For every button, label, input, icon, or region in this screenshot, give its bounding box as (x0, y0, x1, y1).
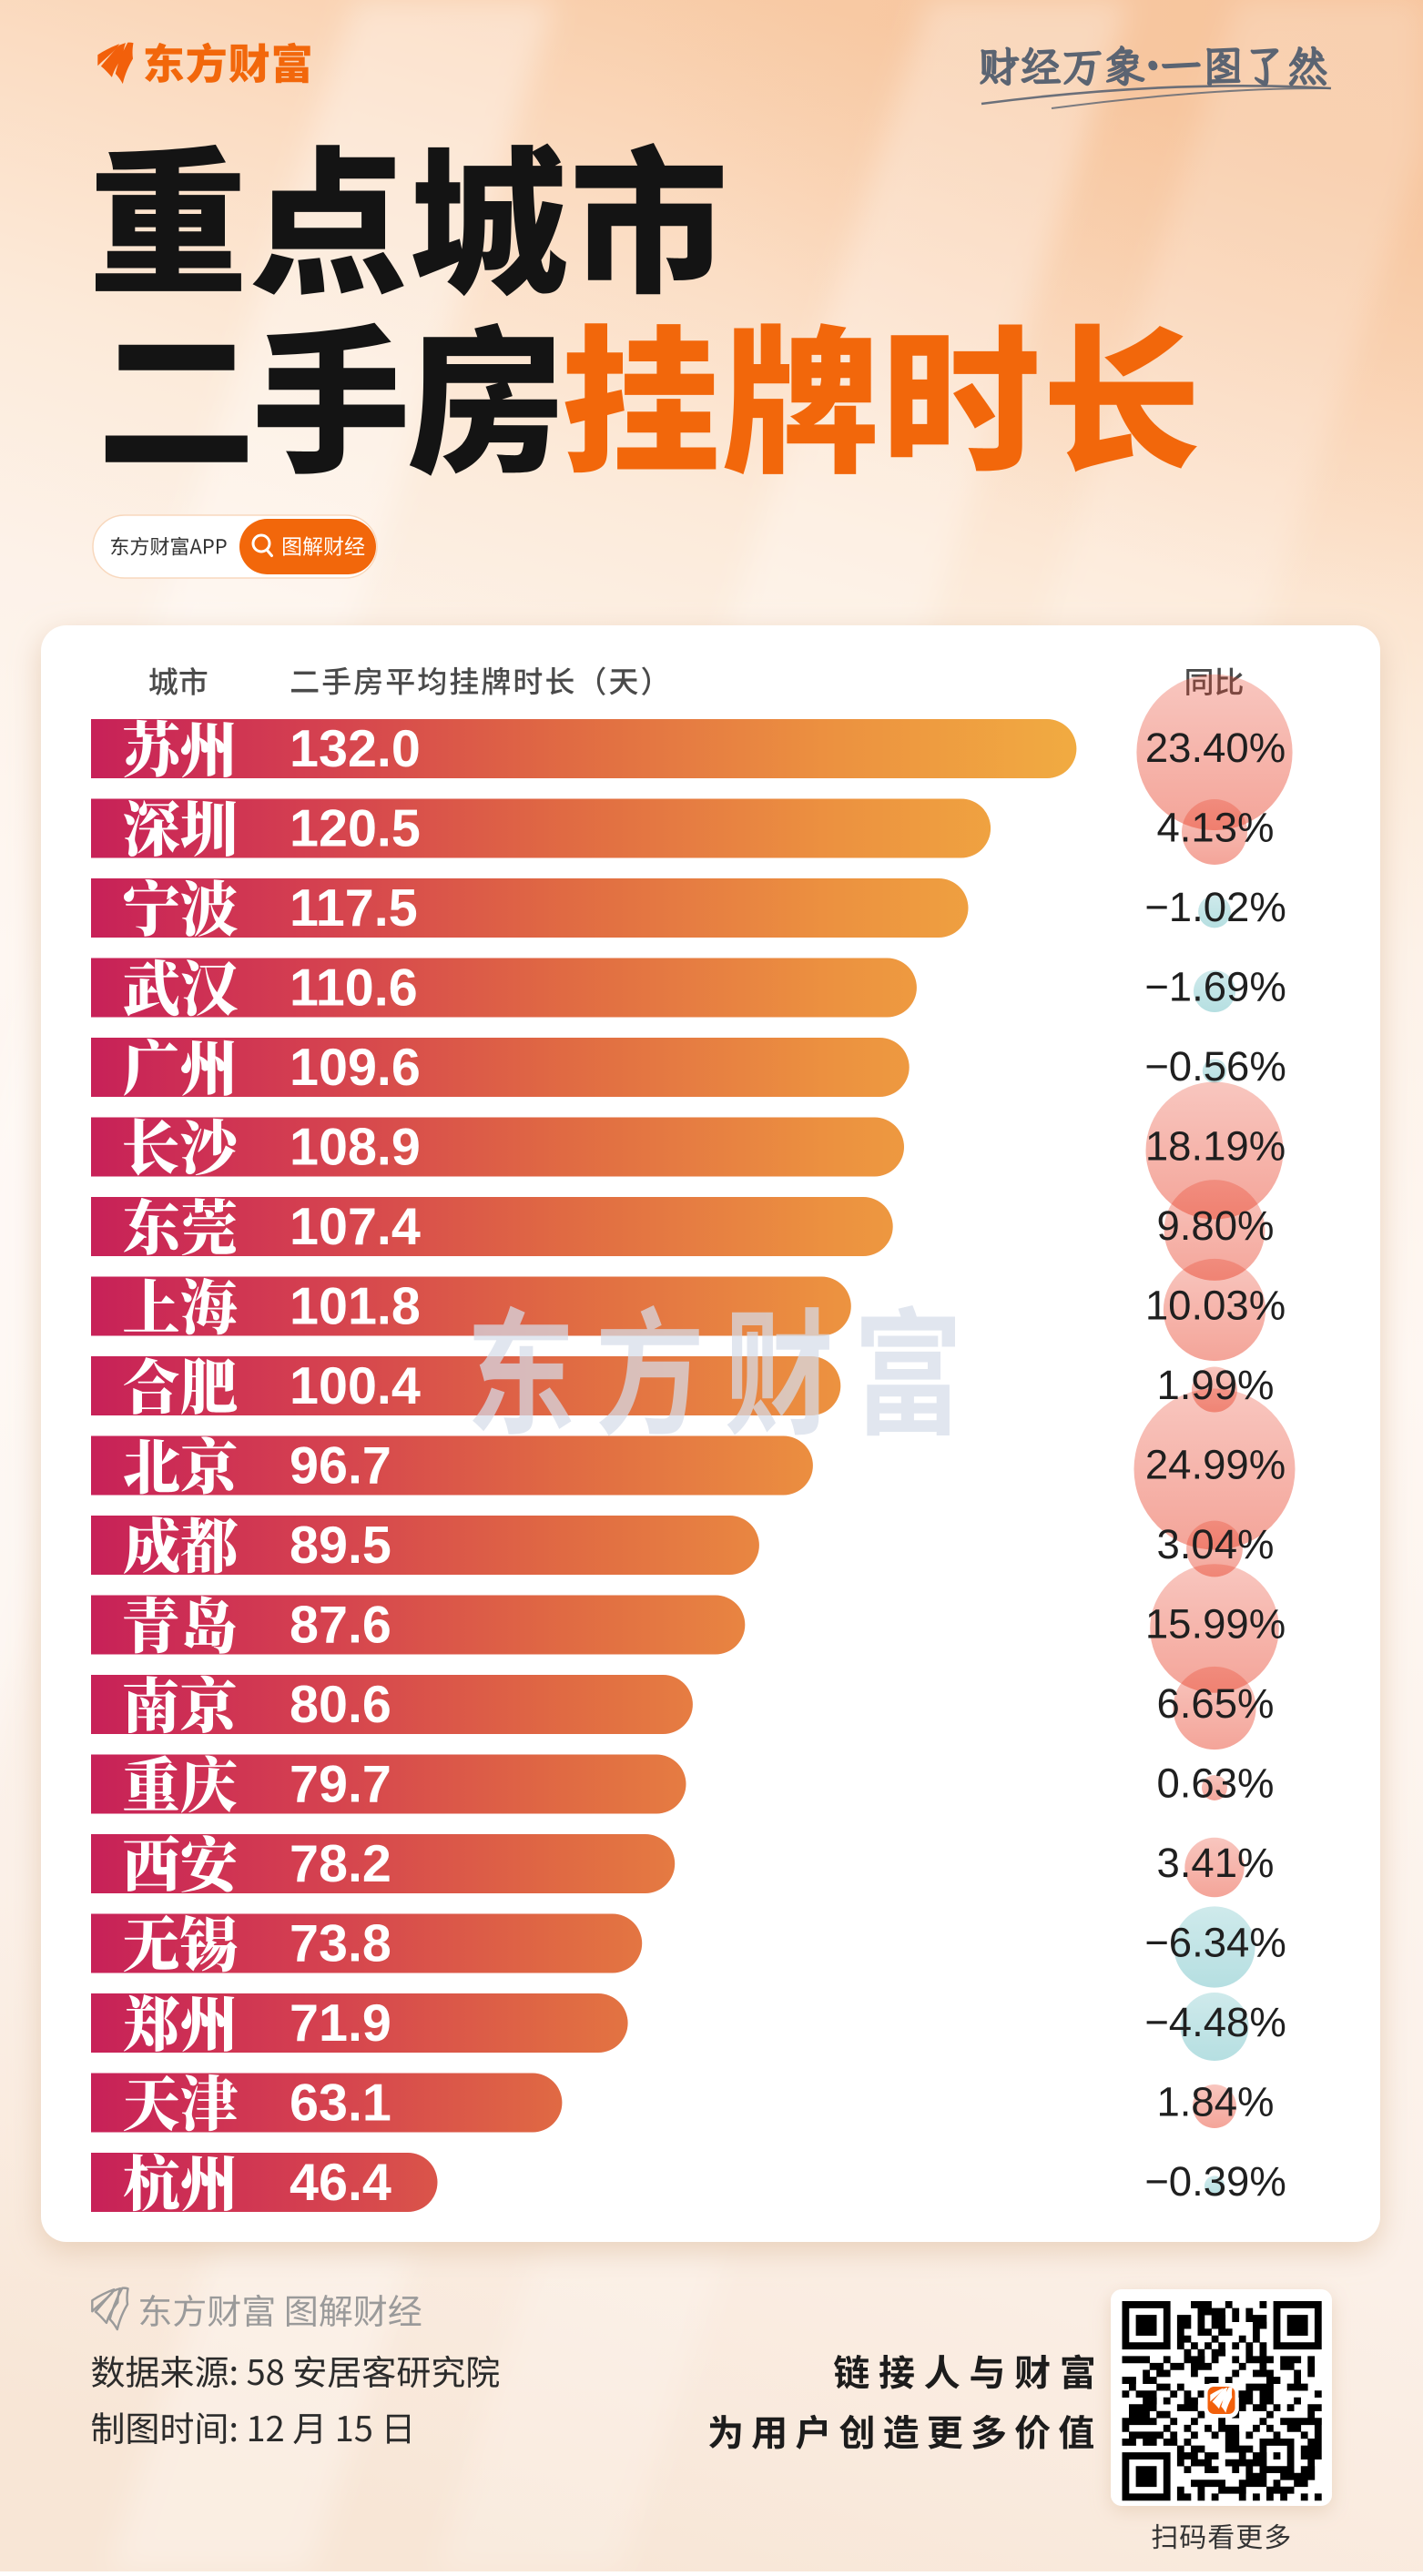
svg-text:80.6: 80.6 (290, 1676, 391, 1734)
svg-text:−4.48%: −4.48% (1144, 1999, 1286, 2045)
svg-text:24.99%: 24.99% (1145, 1442, 1286, 1488)
svg-text:−6.34%: −6.34% (1144, 1920, 1286, 1966)
svg-text:−0.39%: −0.39% (1144, 2158, 1286, 2205)
svg-text:9.80%: 9.80% (1156, 1202, 1274, 1249)
svg-text:117.5: 117.5 (290, 879, 418, 938)
svg-text:71.9: 71.9 (290, 1994, 391, 2053)
svg-text:1.99%: 1.99% (1156, 1362, 1274, 1408)
svg-text:132.0: 132.0 (290, 720, 421, 778)
svg-text:6.65%: 6.65% (1156, 1680, 1274, 1727)
svg-text:0.63%: 0.63% (1156, 1760, 1274, 1807)
svg-text:100.4: 100.4 (290, 1357, 421, 1415)
svg-text:96.7: 96.7 (290, 1437, 391, 1496)
svg-text:110.6: 110.6 (290, 959, 418, 1018)
svg-text:46.4: 46.4 (290, 2154, 391, 2212)
svg-text:78.2: 78.2 (290, 1835, 391, 1893)
svg-text:108.9: 108.9 (290, 1119, 421, 1177)
svg-text:87.6: 87.6 (290, 1597, 391, 1655)
svg-text:−0.56%: −0.56% (1144, 1043, 1286, 1090)
svg-text:−1.69%: −1.69% (1144, 964, 1286, 1010)
svg-text:107.4: 107.4 (290, 1198, 421, 1256)
svg-text:15.99%: 15.99% (1145, 1601, 1286, 1648)
svg-text:73.8: 73.8 (290, 1915, 391, 1973)
svg-text:1.84%: 1.84% (1156, 2079, 1274, 2125)
svg-text:3.04%: 3.04% (1156, 1521, 1274, 1567)
svg-text:23.40%: 23.40% (1145, 725, 1286, 771)
svg-text:18.19%: 18.19% (1145, 1123, 1286, 1170)
svg-text:−1.02%: −1.02% (1144, 884, 1286, 930)
svg-text:79.7: 79.7 (290, 1756, 391, 1814)
svg-text:4.13%: 4.13% (1156, 805, 1274, 851)
svg-text:101.8: 101.8 (290, 1278, 421, 1336)
svg-text:3.41%: 3.41% (1156, 1840, 1274, 1886)
svg-text:120.5: 120.5 (290, 800, 421, 858)
svg-text:109.6: 109.6 (290, 1039, 421, 1097)
svg-text:89.5: 89.5 (290, 1516, 391, 1575)
svg-text:63.1: 63.1 (290, 2074, 391, 2133)
svg-text:10.03%: 10.03% (1145, 1283, 1286, 1329)
